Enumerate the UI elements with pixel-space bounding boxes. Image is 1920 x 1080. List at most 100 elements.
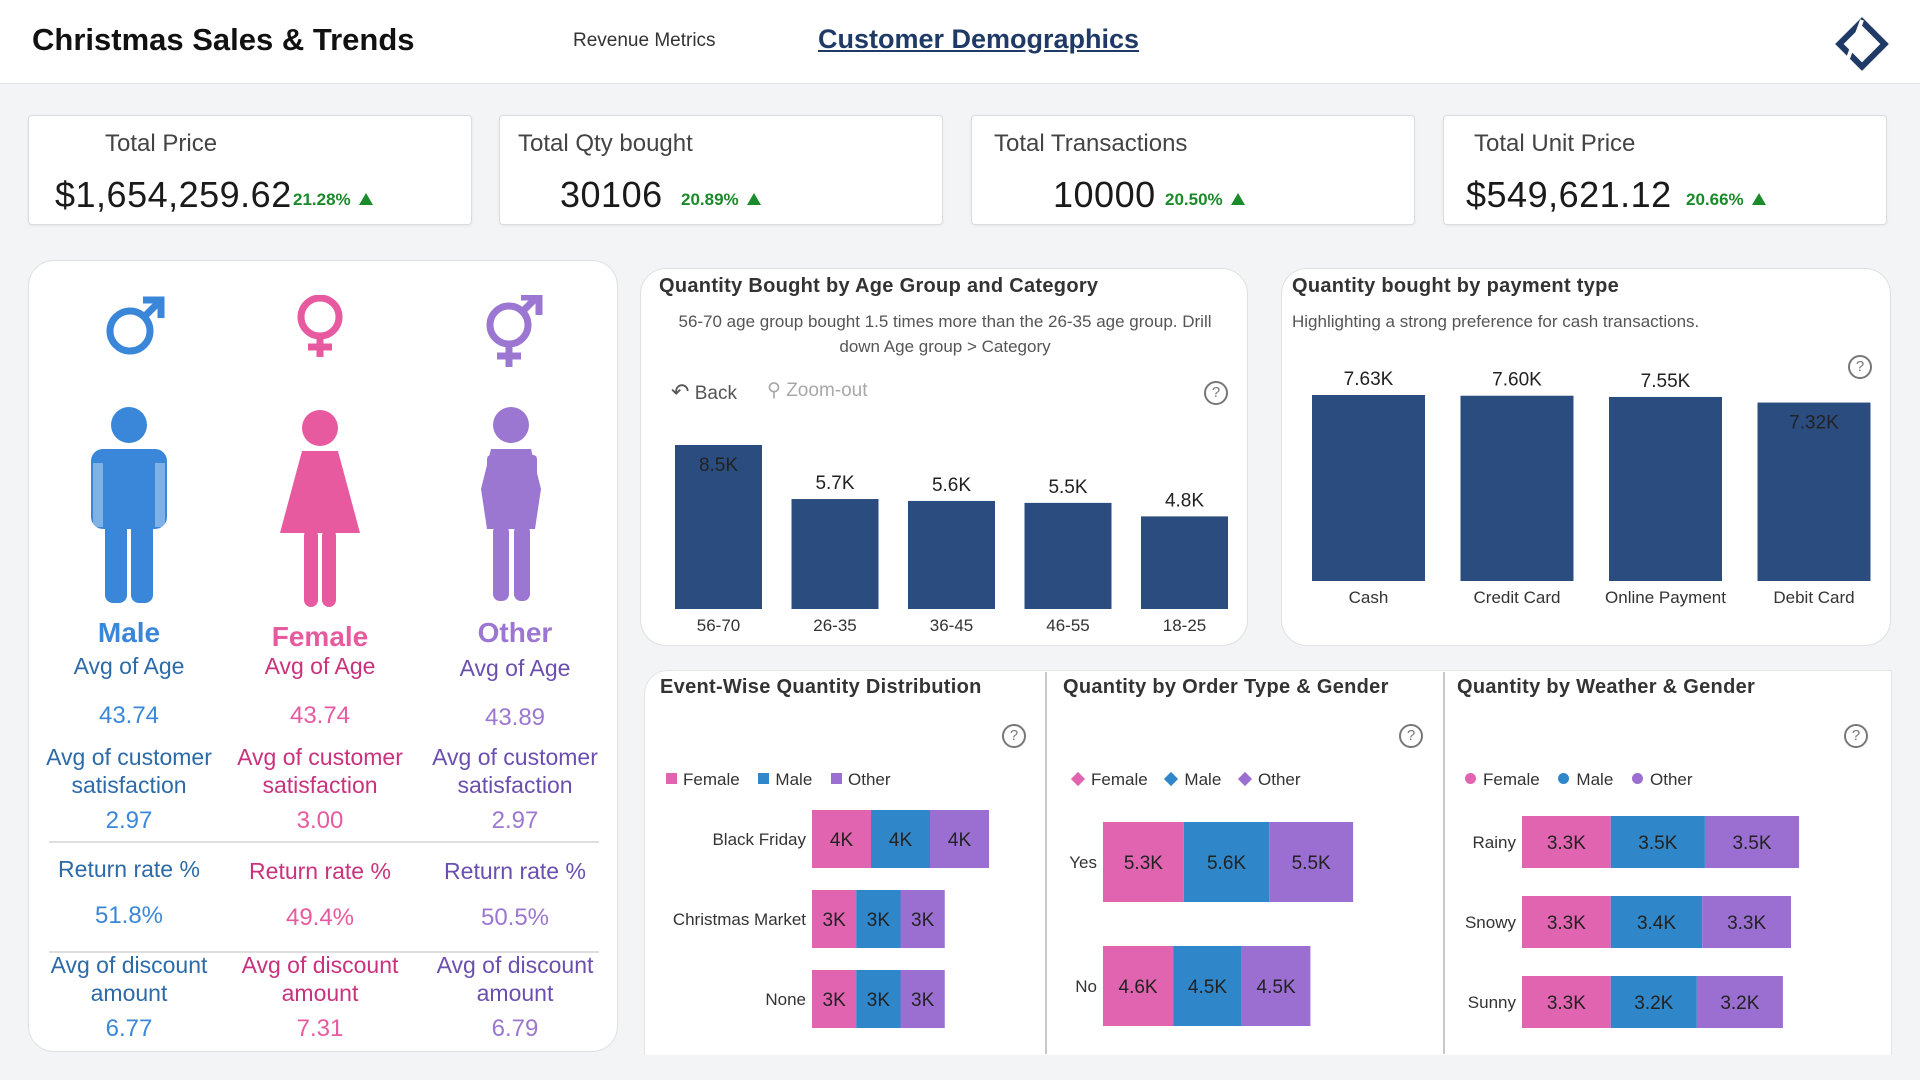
divider <box>49 951 599 953</box>
female-symbol-icon <box>297 295 343 357</box>
bar[interactable] <box>1312 395 1425 581</box>
chart-legend: Female Male Other <box>1465 770 1707 790</box>
age-group-chart-card[interactable]: Quantity Bought by Age Group and Categor… <box>640 268 1248 646</box>
category-label: Credit Card <box>1474 588 1561 607</box>
diamond-logo-icon[interactable] <box>1832 14 1892 74</box>
bar-segment[interactable] <box>930 810 989 868</box>
legend-item-female[interactable]: Female <box>666 770 740 789</box>
kpi-change-value: 20.66% <box>1686 190 1744 209</box>
kpi-title: Total Qty bought <box>518 130 693 157</box>
legend-label: Female <box>683 770 740 789</box>
kpi-card-total-unit-price[interactable]: Total Unit Price $549,621.12 20.66% <box>1443 115 1887 225</box>
legend-item-male[interactable]: Male <box>758 770 812 789</box>
return-rate-value: 49.4% <box>285 904 355 931</box>
kpi-card-total-transactions[interactable]: Total Transactions 10000 20.50% <box>971 115 1415 225</box>
help-icon[interactable]: ? <box>1002 724 1026 748</box>
bar-segment[interactable] <box>1173 946 1242 1026</box>
bar-segment[interactable] <box>1610 816 1705 868</box>
bar-segment[interactable] <box>812 970 857 1028</box>
bar-segment[interactable] <box>1704 816 1800 868</box>
data-label: 7.60K <box>1492 370 1542 391</box>
bar-segment[interactable] <box>1522 816 1611 868</box>
bar[interactable] <box>791 499 879 609</box>
bar-segment[interactable] <box>1241 946 1311 1026</box>
kpi-card-total-qty[interactable]: Total Qty bought 30106 20.89% <box>499 115 943 225</box>
bar[interactable] <box>675 445 762 609</box>
legend-swatch <box>1632 773 1644 784</box>
legend-item-other[interactable]: Other <box>831 770 891 789</box>
help-icon[interactable]: ? <box>1399 724 1423 748</box>
trend-up-icon <box>358 193 373 205</box>
back-button[interactable]: ↶ Back <box>671 379 737 405</box>
data-label: 7.32K <box>1789 413 1839 434</box>
avg-age-label: Avg of Age <box>264 653 376 679</box>
trend-up-icon <box>746 193 761 205</box>
event-chart-card[interactable]: Event-Wise Quantity Distribution ? Femal… <box>646 672 1044 1052</box>
data-label: 3.5K <box>1732 833 1771 854</box>
bar-segment[interactable] <box>1103 822 1184 902</box>
data-label: 3.3K <box>1547 833 1586 854</box>
bar-segment[interactable] <box>1103 946 1174 1026</box>
bar-segment[interactable] <box>1610 976 1697 1028</box>
help-icon[interactable]: ? <box>1844 724 1868 748</box>
chart-subtitle: Highlighting a strong preference for cas… <box>1292 312 1700 331</box>
bar-segment[interactable] <box>1522 976 1611 1028</box>
bar-segment[interactable] <box>1269 822 1354 902</box>
satisfaction-value: 2.97 <box>105 807 153 834</box>
payment-bar-chart: 7.63K Cash 7.60K Credit Card 7.55K Online Pay… <box>1312 369 1871 607</box>
satisfaction-label: Avg of customer satisfaction <box>432 744 598 798</box>
legend-item-male[interactable]: Male <box>1558 770 1613 789</box>
data-label: 3.3K <box>1727 913 1766 934</box>
bar-segment[interactable] <box>1183 822 1270 902</box>
bar-segment[interactable] <box>900 890 945 948</box>
payment-chart-card[interactable]: Quantity bought by payment type Highligh… <box>1281 268 1891 646</box>
bar-segment[interactable] <box>856 970 901 1028</box>
legend-label: Other <box>1650 770 1693 789</box>
bar-segment[interactable] <box>812 890 857 948</box>
help-icon[interactable]: ? <box>1848 355 1872 379</box>
bar[interactable] <box>1609 396 1722 581</box>
satisfaction-value: 3.00 <box>296 807 344 834</box>
bar-segment[interactable] <box>812 810 871 868</box>
legend-label: Male <box>1184 770 1222 789</box>
zoom-out-button[interactable]: ⚲ Zoom-out <box>767 379 868 402</box>
return-rate-label: Return rate % <box>58 856 200 882</box>
legend-item-female[interactable]: Female <box>1465 770 1540 789</box>
legend-item-female[interactable]: Female <box>1070 770 1148 789</box>
kpi-value: 30106 <box>560 174 663 215</box>
return-rate-label: Return rate % <box>444 858 586 884</box>
bar-segment[interactable] <box>1696 976 1783 1028</box>
legend-item-male[interactable]: Male <box>1164 770 1222 789</box>
data-label: 4K <box>830 830 854 851</box>
bar-segment[interactable] <box>1610 896 1703 948</box>
bar[interactable] <box>1141 516 1228 609</box>
tab-revenue-metrics[interactable]: Revenue Metrics <box>573 30 716 51</box>
chart-title: Event-Wise Quantity Distribution <box>660 676 982 698</box>
chart-subtitle-line-2: down Age group > Category <box>839 337 1051 356</box>
bar-segment[interactable] <box>856 890 901 948</box>
discount-label: Avg of discount amount <box>50 952 208 1006</box>
bar[interactable] <box>1024 502 1112 609</box>
avg-age-label: Avg of Age <box>73 653 185 679</box>
bar-segment[interactable] <box>871 810 930 868</box>
kpi-card-total-price[interactable]: Total Price $1,654,259.62 21.28% <box>28 115 472 225</box>
zoom-out-icon: ⚲ <box>767 380 781 401</box>
tab-customer-demographics[interactable]: Customer Demographics <box>818 24 1140 54</box>
legend-item-other[interactable]: Other <box>1237 770 1301 789</box>
back-arrow-icon: ↶ <box>671 379 690 404</box>
bar-segment[interactable] <box>1522 896 1611 948</box>
legend-label: Female <box>1483 770 1540 789</box>
weather-chart-card[interactable]: Quantity by Weather & Gender ? Female Ma… <box>1445 672 1891 1052</box>
bar-segment[interactable] <box>1702 896 1791 948</box>
help-icon[interactable]: ? <box>1204 381 1228 405</box>
bar-segment[interactable] <box>900 970 945 1028</box>
order-type-chart-card[interactable]: Quantity by Order Type & Gender ? Female… <box>1047 672 1443 1052</box>
bar[interactable] <box>1757 402 1871 581</box>
avg-age-value: 43.89 <box>484 704 546 731</box>
bar[interactable] <box>1460 395 1574 581</box>
bar[interactable] <box>908 500 995 609</box>
category-label: Black Friday <box>712 830 806 849</box>
return-rate-value: 50.5% <box>480 904 550 931</box>
legend-item-other[interactable]: Other <box>1632 770 1693 789</box>
category-label: Snowy <box>1465 913 1517 932</box>
